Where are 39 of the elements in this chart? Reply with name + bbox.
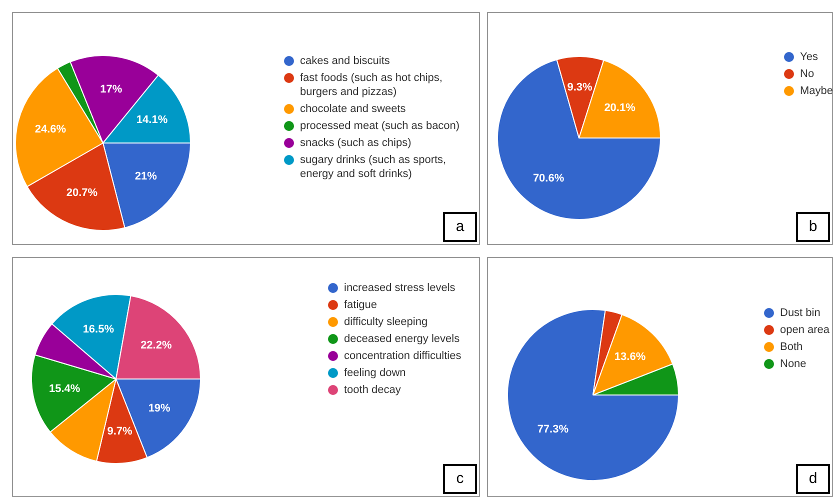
- data-label: 9.7%: [107, 425, 133, 438]
- legend-label: Dust bin: [779, 306, 822, 320]
- text: b: [796, 212, 830, 242]
- legend-label: concentration difficulties: [343, 349, 462, 363]
- legend-label: cakes and biscuits: [299, 54, 391, 68]
- legend-label: processed meat (such as bacon): [299, 119, 461, 133]
- data-label: 13.6%: [614, 351, 646, 364]
- text: d: [796, 464, 830, 494]
- legend-label: fast foods (such as hot chips, burgers and pizzas): [299, 71, 444, 99]
- legend-label: open area: [779, 323, 831, 337]
- legend-label: feeling down: [343, 366, 407, 380]
- data-label: 9.3%: [567, 82, 593, 94]
- data-label: 16.5%: [82, 324, 114, 336]
- legend-label: Both: [779, 340, 804, 354]
- legend-label: None: [779, 357, 808, 371]
- data-label: 24.6%: [34, 124, 66, 136]
- legend-label: deceased energy levels: [343, 332, 461, 346]
- legend-label: No: [799, 67, 816, 81]
- data-label: 15.4%: [49, 383, 80, 396]
- legend-label: Yes: [799, 50, 819, 64]
- data-label: 17%: [100, 83, 122, 96]
- data-label: 20.1%: [604, 102, 636, 114]
- data-label: 20.7%: [66, 187, 98, 200]
- legend-label: sugary drinks (such as sports, energy and soft drinks): [299, 153, 448, 181]
- data-label: 21%: [134, 170, 158, 182]
- legend-label: Maybe: [799, 84, 833, 98]
- legend-label: snacks (such as chips): [299, 136, 412, 150]
- legend-label: difficulty sleeping: [343, 315, 429, 329]
- data-label: 77.3%: [537, 424, 569, 436]
- text: c: [443, 464, 477, 494]
- legend-label: chocolate and sweets: [299, 102, 407, 116]
- text: a: [443, 212, 477, 242]
- legend-label: tooth decay: [343, 383, 402, 397]
- data-label: 19%: [148, 402, 171, 414]
- data-label: 70.6%: [532, 172, 564, 184]
- data-label: 22.2%: [140, 339, 172, 352]
- legend-label: increased stress levels: [343, 281, 456, 295]
- data-label: 14.1%: [136, 114, 168, 126]
- legend-label: fatigue: [343, 298, 378, 312]
